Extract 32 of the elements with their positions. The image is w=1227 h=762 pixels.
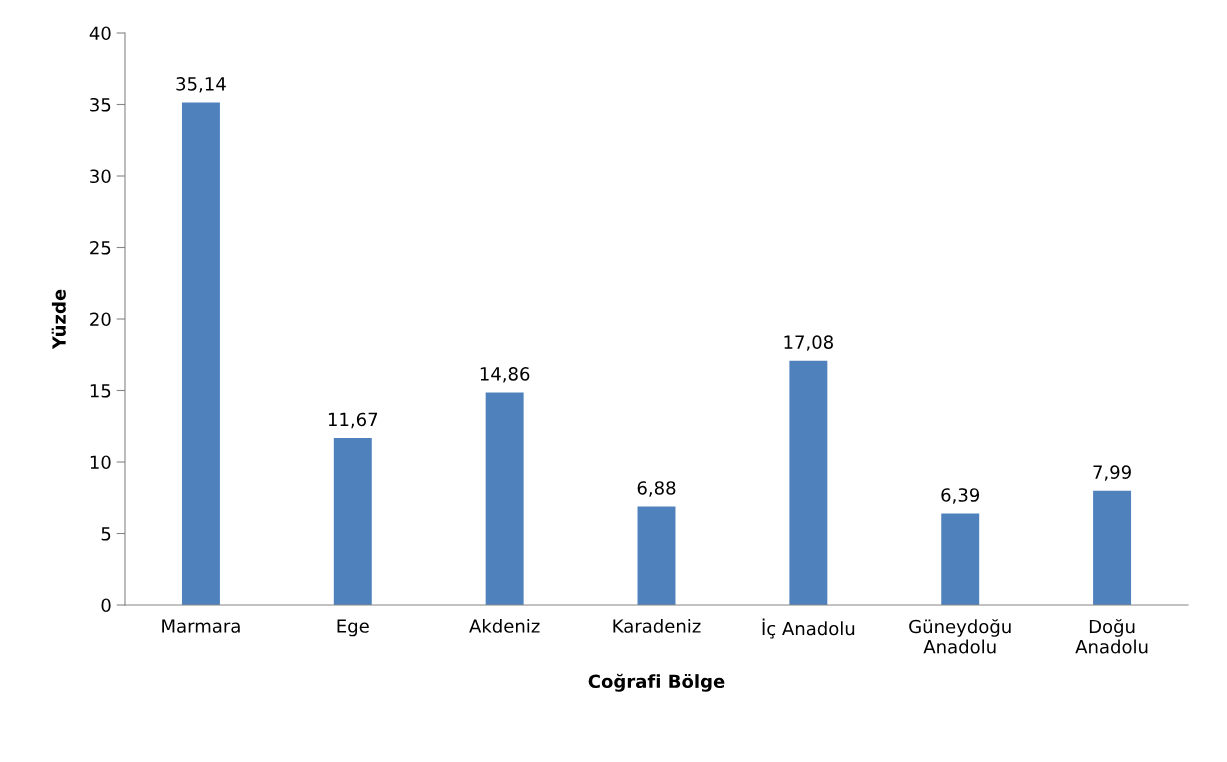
- bar: [637, 506, 676, 605]
- x-tick-label: Güneydoğu Anadolu: [909, 618, 1011, 654]
- bar: [485, 392, 524, 605]
- x-tick-label: Doğu Anadolu: [1075, 618, 1148, 654]
- data-label: 35,14: [176, 77, 226, 93]
- x-tick-label: İç Anadolu: [762, 618, 855, 639]
- x-axis-title: Coğrafi Bölge: [588, 673, 725, 692]
- y-tick-label: 35: [90, 97, 111, 112]
- y-tick-label: 5: [101, 527, 111, 541]
- y-axis-title: Yüzde: [51, 289, 66, 350]
- bar: [789, 360, 828, 605]
- bar: [941, 513, 980, 605]
- data-label: 14,86: [480, 367, 530, 383]
- data-label: 6,39: [941, 488, 980, 504]
- x-tick-label: Marmara: [162, 619, 240, 633]
- y-tick-label: 30: [90, 169, 111, 184]
- bar: [1093, 490, 1132, 605]
- data-label: 7,99: [1093, 465, 1131, 481]
- x-tick-label: Karadeniz: [613, 618, 701, 633]
- y-tick-label: 15: [90, 384, 111, 398]
- y-tick-label: 40: [89, 26, 111, 41]
- bar: [333, 438, 372, 605]
- y-tick-label: 0: [101, 598, 111, 613]
- data-label: 6,88: [637, 481, 676, 497]
- data-label: 17,08: [784, 335, 833, 351]
- y-tick-label: 10: [90, 455, 111, 470]
- x-tick-label: Akdeniz: [469, 618, 540, 633]
- y-tick-label: 25: [90, 240, 111, 255]
- y-tick-label: 20: [90, 312, 111, 327]
- data-label: 11,67: [328, 412, 378, 429]
- x-tick-label: Ege: [337, 619, 369, 637]
- bar: [181, 102, 220, 605]
